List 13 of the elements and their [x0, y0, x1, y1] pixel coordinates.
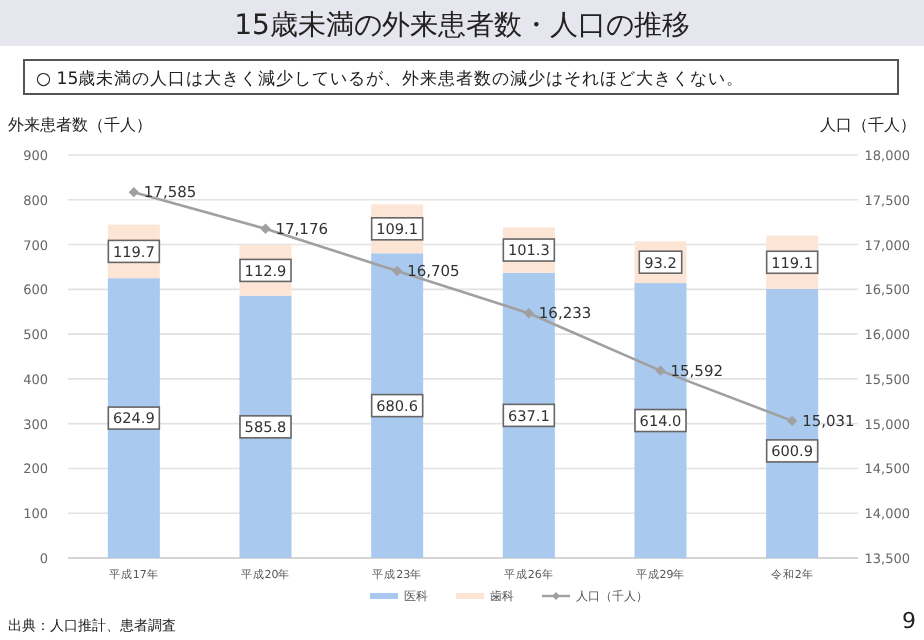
- bar: [239, 295, 292, 558]
- y-axis-title: 外来患者数（千人）: [8, 116, 152, 134]
- point: [786, 415, 798, 427]
- bar: [107, 278, 160, 558]
- y2-axis-title: 人口（千人）: [820, 116, 916, 134]
- point: [391, 265, 403, 277]
- chart-subtitle: ○ 15歳未満の人口は大きく減少しているが、外来患者数の減少はそれほど大きくない。: [36, 68, 745, 90]
- point: [260, 223, 271, 234]
- point: [523, 308, 535, 319]
- text: 9: [902, 608, 916, 634]
- point: [128, 186, 140, 198]
- point: [655, 365, 666, 376]
- chart-title: 15歳未満の外来患者数・人口の推移: [234, 10, 690, 42]
